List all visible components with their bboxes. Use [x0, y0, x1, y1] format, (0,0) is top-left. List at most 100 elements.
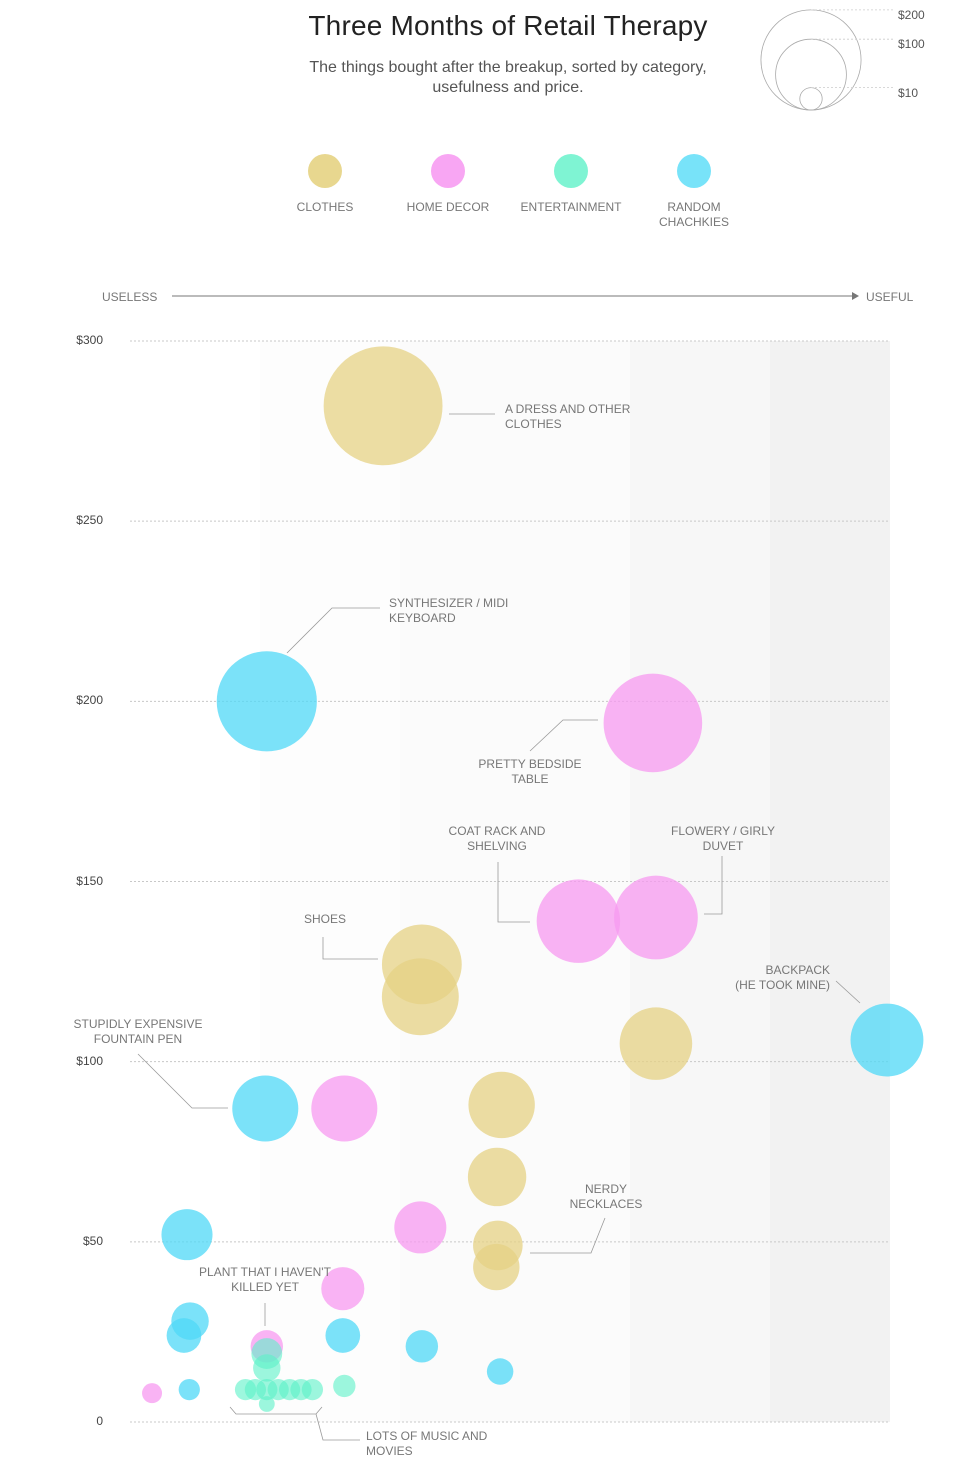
size-legend-circle	[760, 9, 862, 111]
bubble-random	[178, 1378, 200, 1401]
bubble-random	[850, 1003, 924, 1077]
leader-music-bracket	[229, 1406, 323, 1415]
legend-label-random: RANDOM CHACHKIES	[658, 200, 729, 229]
y-tick-label: $300	[76, 333, 103, 347]
y-tick-label: $250	[76, 513, 103, 528]
annotation-music-line1: LOTS OF MUSIC AND	[366, 1429, 488, 1443]
y-tick-label: 0	[96, 1414, 103, 1428]
bubble-entertainment	[258, 1396, 275, 1412]
annotation-bedside-table: PRETTY BEDSIDE TABLE	[470, 757, 590, 787]
bubble-random	[325, 1318, 361, 1353]
annotation-plant-line1: PLANT THAT I HAVEN'T	[199, 1265, 331, 1279]
bubble-clothes	[323, 346, 443, 466]
size-legend-label-100: $100	[898, 37, 925, 51]
y-tick-label: $150	[76, 873, 103, 888]
annotation-plant-line2: KILLED YET	[231, 1280, 299, 1294]
annotation-dress-line2: CLOTHES	[505, 417, 562, 431]
legend-swatch-random	[677, 154, 711, 188]
y-tick-label: $50	[82, 1233, 103, 1248]
bubble-home-decor	[536, 879, 621, 963]
annotation-pen-line1: STUPIDLY EXPENSIVE	[73, 1017, 203, 1031]
bubble-home-decor	[321, 1267, 365, 1311]
annotation-backpack-line2: (HE TOOK MINE)	[735, 978, 830, 992]
x-axis-arrow	[172, 292, 859, 300]
leader-bedside	[529, 719, 598, 752]
annotation-shoes: SHOES	[304, 912, 346, 927]
annotation-necklaces-line2: NECKLACES	[569, 1197, 643, 1211]
y-tick-label: $100	[76, 1053, 103, 1068]
chart-title: Three Months of Retail Therapy	[308, 10, 708, 41]
annotation-synth-line2: KEYBOARD	[389, 611, 456, 625]
bubble-clothes	[381, 958, 459, 1036]
legend-swatch-clothes	[308, 154, 342, 188]
annotation-duvet-line1: FLOWERY / GIRLY	[670, 824, 776, 838]
bubble-clothes	[467, 1147, 527, 1207]
legend-item-entertainment: ENTERTAINMENT	[506, 154, 636, 215]
leader-pen	[137, 1053, 228, 1109]
plot-area	[130, 340, 924, 1441]
annotation-coat-rack: COAT RACK AND SHELVING	[437, 824, 557, 854]
annotation-dress: A DRESS AND OTHER CLOTHES	[505, 402, 630, 432]
annotation-synthesizer: SYNTHESIZER / MIDI KEYBOARD	[389, 596, 508, 626]
y-tick-label: $200	[76, 693, 103, 708]
leader-shoes	[322, 937, 378, 960]
x-axis-label-useless: USELESS	[102, 290, 158, 304]
bubble-home-decor	[311, 1075, 378, 1142]
annotation-shoes-line1: SHOES	[304, 912, 347, 926]
chart-subtitle: The things bought after the breakup, sor…	[309, 59, 707, 96]
bubble-home-decor	[394, 1201, 447, 1254]
legend-label-clothes: CLOTHES	[296, 200, 354, 214]
bubble-random	[166, 1318, 202, 1353]
legend-swatch-home-decor	[431, 154, 465, 188]
bubble-home-decor	[142, 1383, 163, 1404]
annotation-plant: PLANT THAT I HAVEN'T KILLED YET	[190, 1265, 340, 1295]
annotation-necklaces-line1: NERDY	[584, 1182, 627, 1196]
annotation-music-line2: MOVIES	[366, 1444, 413, 1458]
size-legend	[760, 9, 895, 111]
annotation-synth-line1: SYNTHESIZER / MIDI	[389, 596, 509, 610]
size-legend-circle	[799, 87, 823, 111]
legend-label-home-decor: HOME DECOR	[406, 200, 490, 214]
x-axis-label-useful: USEFUL	[866, 290, 914, 304]
annotation-pen-line2: FOUNTAIN PEN	[93, 1032, 183, 1046]
size-legend-label-10: $10	[898, 86, 919, 100]
annotation-coatrack-line2: SHELVING	[467, 839, 527, 853]
legend-item-clothes: CLOTHES	[260, 154, 390, 215]
arrow-head-icon	[852, 292, 859, 300]
annotation-duvet: FLOWERY / GIRLY DUVET	[663, 824, 783, 854]
bubble-entertainment	[333, 1374, 356, 1398]
leader-necklaces	[530, 1217, 606, 1254]
size-legend-circle	[775, 38, 847, 111]
bubble-entertainment	[301, 1378, 324, 1401]
legend-item-home-decor: HOME DECOR	[383, 154, 513, 215]
bubble-random	[405, 1330, 439, 1363]
annotation-backpack: BACKPACK (HE TOOK MINE)	[720, 963, 830, 993]
bubble-clothes	[473, 1243, 520, 1291]
leader-coatrack	[497, 862, 530, 923]
annotation-necklaces: NERDY NECKLACES	[556, 1182, 656, 1212]
legend-item-random: RANDOM CHACHKIES	[629, 154, 759, 230]
bubble-clothes	[468, 1071, 535, 1139]
bubble-random	[216, 651, 317, 752]
annotation-duvet-line2: DUVET	[702, 839, 744, 853]
annotation-fountain-pen: STUPIDLY EXPENSIVE FOUNTAIN PEN	[68, 1017, 208, 1047]
bubble-home-decor	[614, 875, 698, 960]
bubble-home-decor	[603, 673, 703, 773]
annotation-music: LOTS OF MUSIC AND MOVIES	[366, 1429, 487, 1459]
size-legend-label-200: $200	[898, 8, 925, 22]
bubble-random	[161, 1209, 213, 1261]
bubble-random	[486, 1358, 514, 1385]
annotation-dress-line1: A DRESS AND OTHER	[505, 402, 631, 416]
leader-backpack	[835, 980, 861, 1004]
bubble-clothes	[619, 1007, 693, 1080]
leader-music	[315, 1413, 360, 1441]
annotation-bedside-line1: PRETTY BEDSIDE	[478, 757, 582, 771]
bubble-random	[232, 1075, 299, 1142]
annotation-bedside-line2: TABLE	[511, 772, 549, 786]
bubble-entertainment	[253, 1354, 281, 1382]
annotation-backpack-line1: BACKPACK	[765, 963, 830, 977]
legend-label-entertainment: ENTERTAINMENT	[520, 200, 622, 214]
leader-duvet	[704, 856, 723, 915]
legend-swatch-entertainment	[554, 154, 588, 188]
annotation-coatrack-line1: COAT RACK AND	[448, 824, 546, 838]
